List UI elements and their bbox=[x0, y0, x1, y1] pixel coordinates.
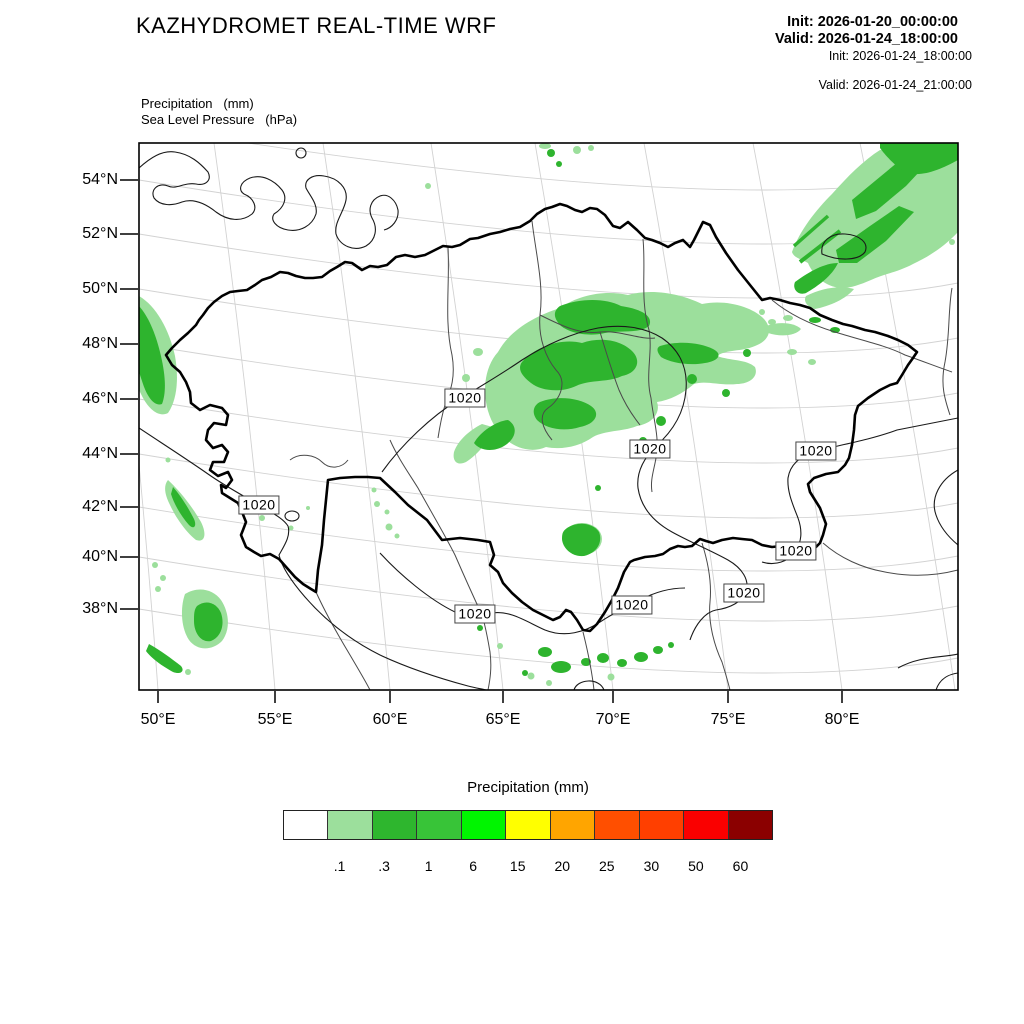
lon-tick-label: 65°E bbox=[485, 711, 521, 728]
lat-tick-label: 38°N bbox=[82, 600, 118, 617]
legend-color-swatch bbox=[284, 811, 328, 839]
lat-tick-label: 52°N bbox=[82, 225, 118, 242]
legend-threshold-label: 25 bbox=[599, 858, 615, 874]
init-time-bold: Init: 2026-01-20_00:00:00 bbox=[787, 14, 958, 30]
legend-color-swatch bbox=[638, 811, 684, 839]
legend-threshold-label: 50 bbox=[688, 858, 704, 874]
isobar-value-label: 1020 bbox=[795, 441, 837, 461]
legend-color-swatch bbox=[460, 811, 506, 839]
lon-tick-label: 80°E bbox=[824, 711, 860, 728]
legend-color-swatch bbox=[727, 811, 772, 839]
lon-tick-label: 50°E bbox=[140, 711, 176, 728]
lat-tick-label: 44°N bbox=[82, 445, 118, 462]
legend-color-swatch bbox=[371, 811, 417, 839]
legend-color-swatch bbox=[505, 811, 550, 839]
legend-color-swatch bbox=[594, 811, 639, 839]
page-title: KAZHYDROMET REAL-TIME WRF bbox=[136, 13, 497, 38]
isobar-value-label: 1020 bbox=[238, 495, 280, 515]
valid-time-bold: Valid: 2026-01-24_18:00:00 bbox=[775, 31, 958, 47]
legend-color-swatch bbox=[683, 811, 728, 839]
legend-threshold-label: 15 bbox=[509, 858, 526, 874]
map-frame bbox=[120, 142, 959, 703]
legend-color-swatch bbox=[327, 811, 372, 839]
field-label-precipitation: Precipitation (mm) bbox=[141, 96, 254, 111]
legend-threshold-label: 6 bbox=[469, 858, 478, 874]
legend-threshold-label: 60 bbox=[732, 858, 749, 874]
lat-tick-label: 42°N bbox=[82, 498, 118, 515]
isobar-value-label: 1020 bbox=[723, 583, 765, 603]
isobar-value-label: 1020 bbox=[454, 604, 496, 624]
legend-colorbar bbox=[283, 810, 773, 840]
lat-tick-label: 40°N bbox=[82, 548, 118, 565]
kazakhstan-border bbox=[164, 202, 919, 633]
lon-tick-label: 60°E bbox=[372, 711, 408, 728]
isobar-value-label: 1020 bbox=[629, 439, 671, 459]
legend-color-swatch bbox=[549, 811, 595, 839]
lat-tick-label: 50°N bbox=[82, 280, 118, 297]
field-label-pressure: Sea Level Pressure (hPa) bbox=[141, 112, 298, 127]
valid-time-small: Valid: 2026-01-24_21:00:00 bbox=[818, 78, 972, 92]
lon-tick-label: 75°E bbox=[710, 711, 746, 728]
isobar-value-label: 1020 bbox=[775, 541, 817, 561]
legend-threshold-label: 1 bbox=[424, 858, 433, 874]
admin-borders-thin bbox=[289, 220, 958, 690]
lon-tick-label: 55°E bbox=[257, 711, 293, 728]
lat-tick-label: 54°N bbox=[82, 171, 118, 188]
legend-threshold-label: 30 bbox=[643, 858, 660, 874]
axis-ticks bbox=[120, 179, 843, 703]
lat-tick-label: 48°N bbox=[82, 335, 118, 352]
precipitation-dark-layer bbox=[139, 143, 958, 676]
legend-title: Precipitation (mm) bbox=[467, 779, 589, 796]
legend-color-swatch bbox=[416, 811, 461, 839]
init-time-small: Init: 2026-01-24_18:00:00 bbox=[828, 49, 972, 63]
legend-threshold-label: .1 bbox=[333, 858, 346, 874]
legend-threshold-label: 20 bbox=[554, 858, 571, 874]
isobar-value-label: 1020 bbox=[444, 388, 486, 408]
lat-tick-label: 46°N bbox=[82, 390, 118, 407]
lon-tick-label: 70°E bbox=[595, 711, 631, 728]
legend-threshold-label: .3 bbox=[378, 858, 390, 874]
isobar-value-label: 1020 bbox=[611, 595, 653, 615]
